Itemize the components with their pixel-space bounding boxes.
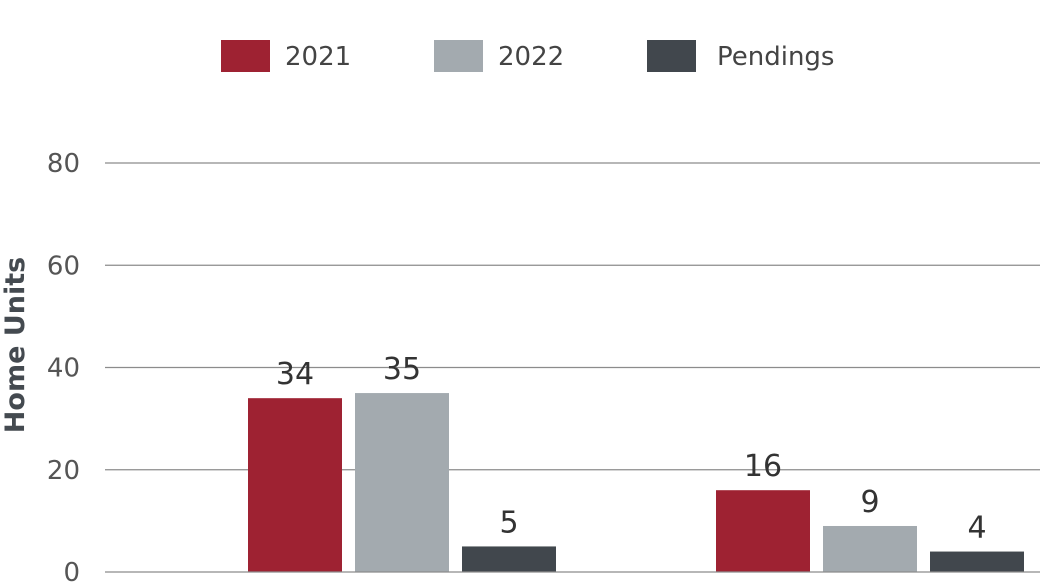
legend: 2021 2022 Pendings — [221, 40, 834, 72]
data-label: 4 — [967, 511, 986, 546]
data-label: 34 — [276, 357, 314, 392]
data-label: 16 — [744, 449, 782, 484]
bar-pendings-2 — [930, 551, 1024, 572]
y-tick-label: 60 — [47, 251, 80, 281]
data-label: 35 — [383, 352, 421, 387]
y-axis-label: Home Units — [0, 257, 31, 433]
bars — [248, 393, 1024, 572]
legend-label: Pendings — [717, 42, 834, 72]
legend-swatch-2021 — [221, 40, 270, 72]
data-label: 9 — [860, 485, 879, 520]
gridlines — [105, 162, 1040, 471]
legend-label: 2022 — [498, 42, 564, 72]
bar-2022-2 — [823, 525, 917, 572]
legend-swatch-2022 — [434, 40, 483, 72]
bar-2021-2 — [716, 490, 810, 572]
bar-2022-1 — [355, 393, 449, 572]
y-axis-ticks: 0 20 40 60 80 — [47, 149, 80, 585]
data-labels: 34 16 35 9 5 4 — [276, 352, 987, 545]
y-tick-label: 0 — [63, 558, 80, 585]
bar-2021-1 — [248, 398, 342, 572]
bar-pendings-1 — [462, 546, 556, 572]
data-label: 5 — [499, 505, 518, 540]
y-tick-label: 80 — [47, 149, 80, 179]
legend-swatch-pendings — [647, 40, 696, 72]
y-tick-label: 20 — [47, 456, 80, 486]
legend-label: 2021 — [285, 42, 351, 72]
y-tick-label: 40 — [47, 354, 80, 384]
